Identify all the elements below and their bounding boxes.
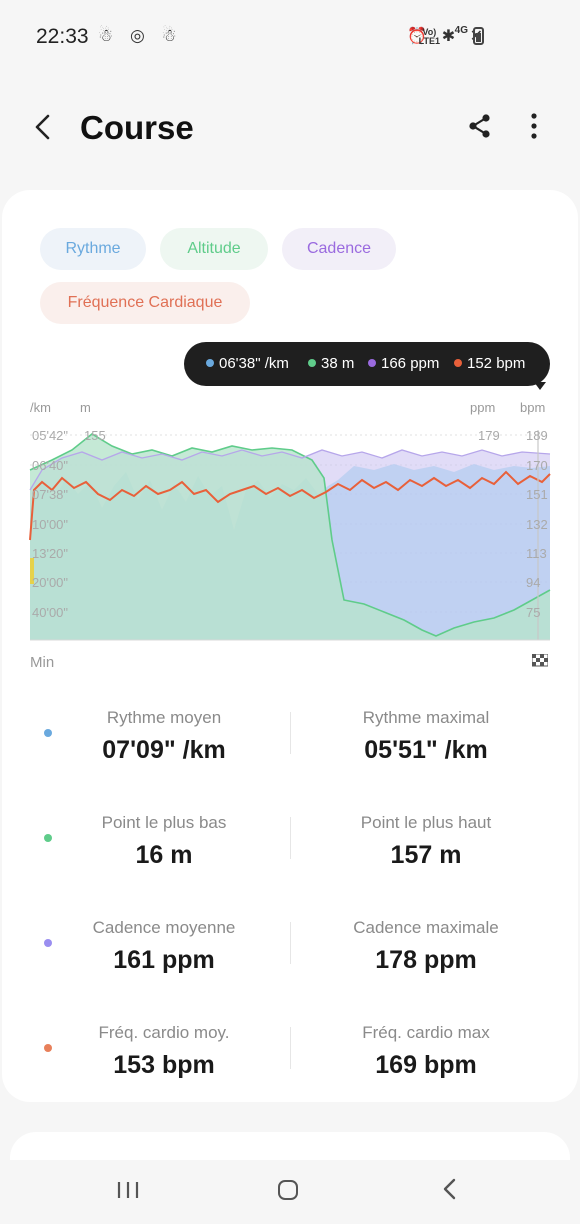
page-title: Course <box>80 109 194 146</box>
battery-icon <box>473 27 484 45</box>
tooltip-cadence: 166 ppm <box>368 342 439 386</box>
stat-cadence-avg: Cadence moyenne 161 ppm <box>92 918 236 974</box>
stat-hr-max: Fréq. cardio max 169 bpm <box>362 1023 490 1079</box>
workout-chart[interactable]: /km m ppm bpm <box>2 390 578 680</box>
pace-tick-6: 20'00" <box>32 575 69 590</box>
altitude-dot-icon <box>44 834 52 842</box>
altitude-tick-top: 155 <box>84 428 106 443</box>
altitude-dot <box>308 359 316 368</box>
notification-icons: ☃ ◎ ☃ <box>98 26 183 45</box>
x-axis-label: Min <box>30 654 55 671</box>
hr-tick-4: 132 <box>526 517 548 532</box>
pace-dot-icon <box>44 729 52 737</box>
tooltip-hr: 152 bpm <box>454 342 525 386</box>
volte-indicator: Vo) LTE1 <box>418 27 440 46</box>
stat-pace-max: Rythme maximal 05'51" /km <box>362 708 490 764</box>
divider <box>290 817 291 859</box>
hr-tick-2: 170 <box>526 458 548 473</box>
cadence-dot-icon <box>44 939 52 947</box>
status-time: 22:33 <box>36 25 89 48</box>
network-type-4g: 4G <box>454 25 468 36</box>
stat-cadence-max: Cadence maximale 178 ppm <box>353 918 499 974</box>
hr-tick-3: 151 <box>526 487 548 502</box>
chip-cadence[interactable]: Cadence <box>282 228 396 270</box>
chart-card: Rythme Altitude Cadence Fréquence Cardia… <box>2 190 578 1102</box>
hr-dot <box>454 359 462 368</box>
hr-tick-6: 94 <box>526 575 541 590</box>
chip-rythme[interactable]: Rythme <box>40 228 146 270</box>
pace-tick-5: 13'20" <box>32 546 69 561</box>
hr-tick-1: 189 <box>526 428 548 443</box>
stat-pace-avg: Rythme moyen 07'09" /km <box>102 708 226 764</box>
pace-tick-1: 05'42" <box>32 428 69 443</box>
hr-tick-5: 113 <box>526 546 547 561</box>
axis-unit-pace: /km <box>30 400 51 415</box>
system-nav-bar <box>0 1160 580 1224</box>
pace-dot <box>206 359 214 368</box>
recent-apps-icon[interactable] <box>116 1180 140 1200</box>
chip-altitude[interactable]: Altitude <box>160 228 268 270</box>
tooltip-altitude: 38 m <box>308 342 354 386</box>
more-vert-icon[interactable] <box>522 110 546 142</box>
alarm-bluetooth-mute-icons: ⏰ ✱ ✕ <box>407 28 488 45</box>
chart-plot <box>29 430 551 641</box>
chip-frequence-cardiaque[interactable]: Fréquence Cardiaque <box>40 282 250 324</box>
stat-alt-max: Point le plus haut 157 m <box>360 813 492 869</box>
divider <box>290 712 291 754</box>
stat-alt-min: Point le plus bas 16 m <box>101 813 227 869</box>
pace-tick-2: 06'40" <box>32 458 69 473</box>
tooltip-pointer <box>534 382 546 390</box>
stat-hr-avg: Fréq. cardio moy. 153 bpm <box>98 1023 230 1079</box>
nav-back-icon[interactable] <box>440 1174 460 1211</box>
pace-tick-7: 40'00" <box>32 605 69 620</box>
pace-tick-4: 10'00" <box>32 517 69 532</box>
chart-tooltip: 06'38" /km 38 m 166 ppm 152 bpm <box>184 342 550 390</box>
cadence-dot <box>368 359 376 368</box>
pace-tick-3: 07'38" <box>32 487 69 502</box>
tooltip-pace: 06'38" /km <box>206 342 289 386</box>
finish-flag-icon <box>532 654 548 667</box>
back-arrow-icon[interactable] <box>30 110 58 144</box>
divider <box>290 1027 291 1069</box>
home-icon[interactable] <box>278 1180 298 1200</box>
axis-unit-hr: bpm <box>520 400 546 415</box>
hr-dot-icon <box>44 1044 52 1052</box>
share-icon[interactable] <box>466 112 494 140</box>
cadence-tick-top: 179 <box>478 428 500 443</box>
status-bar: 22:33 ☃ ◎ ☃ ⏰ ✱ ✕ Vo) LTE1 4G <box>0 0 580 72</box>
axis-unit-altitude: m <box>80 400 91 415</box>
axis-unit-cadence: ppm <box>470 400 496 415</box>
app-header: Course <box>0 96 580 166</box>
divider <box>290 922 291 964</box>
hr-tick-7: 75 <box>526 605 541 620</box>
